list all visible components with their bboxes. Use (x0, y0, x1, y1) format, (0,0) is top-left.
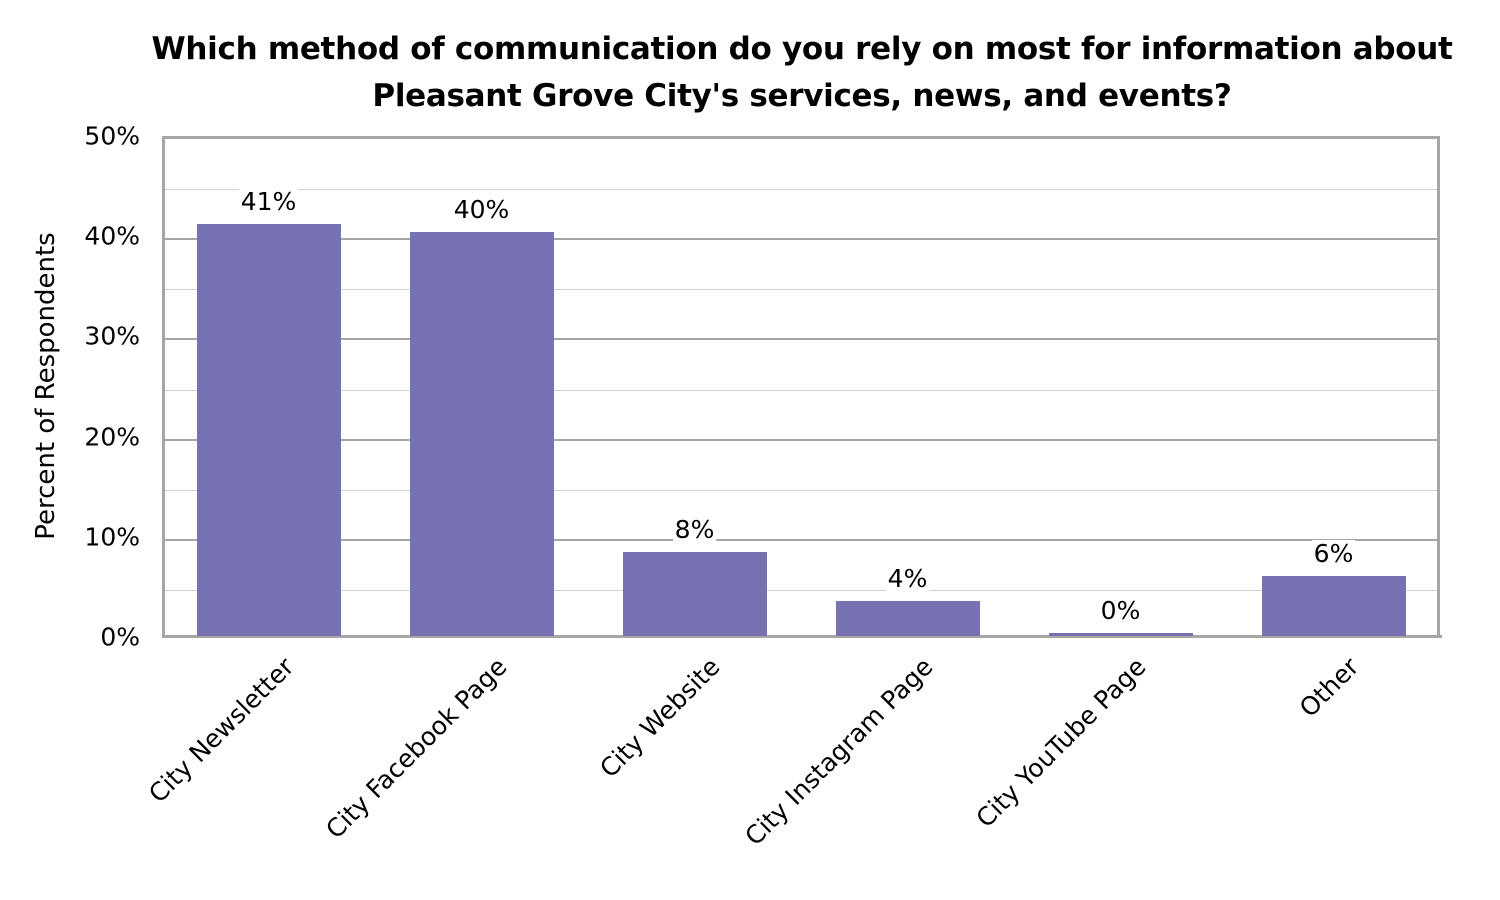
bar (835, 600, 980, 636)
x-tick-label: City Facebook Page (319, 652, 513, 845)
bar (1261, 575, 1406, 636)
gridline (165, 189, 1437, 191)
x-tick-label: City YouTube Page (969, 652, 1152, 834)
bar (409, 232, 554, 636)
x-tick-label: City Instagram Page (738, 652, 939, 852)
y-tick-label: 10% (84, 522, 140, 552)
bar (196, 224, 341, 636)
gridline (165, 589, 1437, 591)
data-label: 6% (1311, 538, 1356, 568)
x-tick-label: City Newsletter (142, 652, 300, 809)
data-label: 8% (672, 514, 717, 544)
gridline (165, 538, 1437, 541)
y-tick-label: 0% (100, 622, 140, 652)
gridline (165, 438, 1437, 441)
y-tick-label: 40% (84, 221, 140, 251)
chart-title: Which method of communication do you rel… (0, 26, 1500, 120)
bar (622, 551, 767, 636)
gridline (165, 289, 1437, 291)
gridline (165, 238, 1437, 241)
gridline (165, 489, 1437, 491)
y-tick-label: 30% (84, 321, 140, 351)
y-tick-label: 20% (84, 422, 140, 452)
x-tick-label: Other (1293, 652, 1365, 723)
x-tick-label: City Website (593, 652, 726, 784)
data-label: 0% (1098, 595, 1143, 625)
data-label: 4% (885, 563, 930, 593)
chart-title-line-1: Which method of communication do you rel… (151, 31, 1453, 67)
gridline (165, 338, 1437, 341)
plot-area (162, 136, 1440, 637)
bar (1048, 632, 1193, 636)
gridline (165, 389, 1437, 391)
y-axis-label: Percent of Respondents (31, 232, 61, 540)
x-axis-line (162, 635, 1442, 638)
data-label: 40% (451, 195, 512, 225)
data-label: 41% (238, 187, 299, 217)
chart-title-line-2: Pleasant Grove City's services, news, an… (372, 78, 1232, 114)
y-tick-label: 50% (84, 121, 140, 151)
